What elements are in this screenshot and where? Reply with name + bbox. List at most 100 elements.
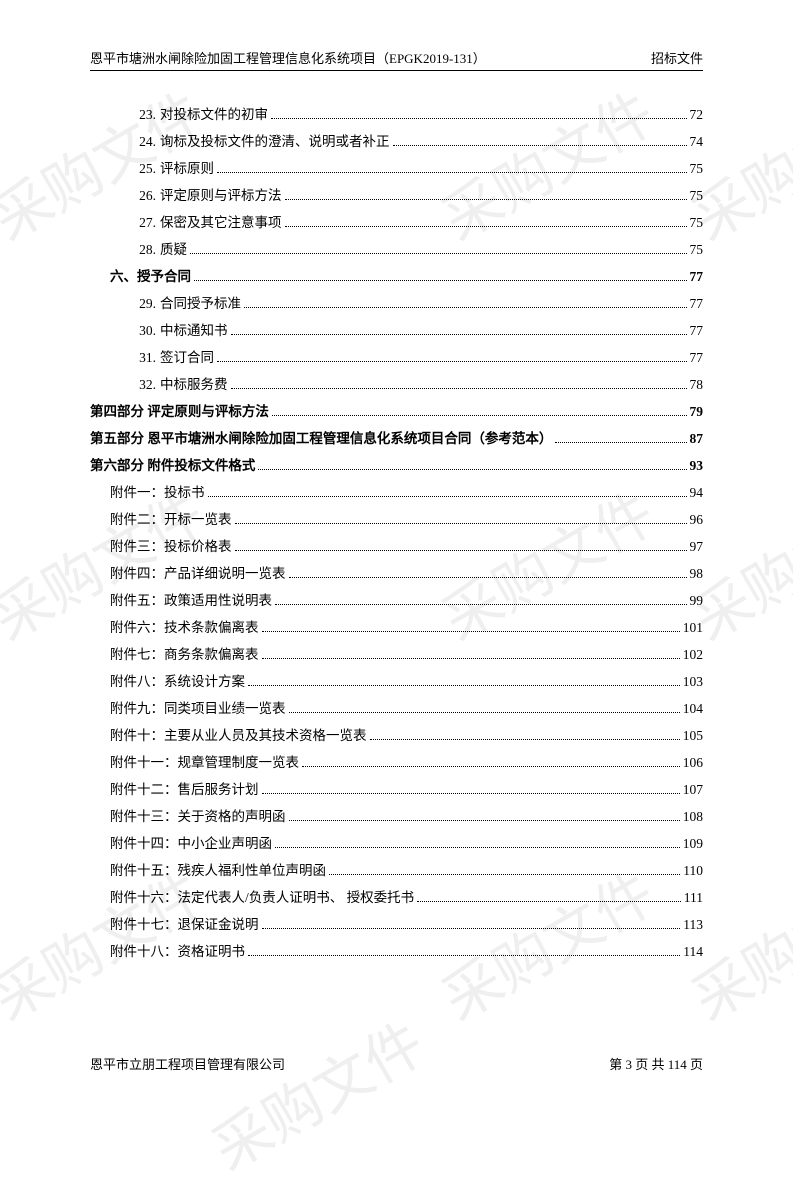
toc-label: 附件十六：法定代表人/负责人证明书、 授权委托书 <box>110 884 414 911</box>
footer-company: 恩平市立朋工程项目管理有限公司 <box>90 1054 285 1073</box>
toc-leader-dots <box>289 820 680 821</box>
toc-label: 质疑 <box>160 236 187 263</box>
toc-leader-dots <box>262 928 681 929</box>
toc-label: 评定原则与评标方法 <box>160 182 282 209</box>
toc-number: 24. <box>136 128 160 155</box>
toc-entry: 附件十：主要从业人员及其技术资格一览表105 <box>90 722 703 749</box>
toc-entry: 26.评定原则与评标方法 75 <box>90 182 703 209</box>
toc-label: 询标及投标文件的澄清、说明或者补正 <box>160 128 390 155</box>
toc-entry: 附件四：产品详细说明一览表 98 <box>90 560 703 587</box>
toc-page-number: 97 <box>690 533 704 560</box>
toc-page-number: 106 <box>683 749 703 776</box>
toc-leader-dots <box>248 955 680 956</box>
toc-page-number: 102 <box>683 641 703 668</box>
toc-leader-dots <box>258 469 686 470</box>
toc-leader-dots <box>262 793 680 794</box>
toc-entry: 附件十四：中小企业声明函109 <box>90 830 703 857</box>
toc-entry: 30.中标通知书77 <box>90 317 703 344</box>
toc-entry: 附件十五：残疾人福利性单位声明函 110 <box>90 857 703 884</box>
toc-leader-dots <box>302 766 680 767</box>
footer-page-number: 第 3 页 共 114 页 <box>609 1054 703 1073</box>
toc-leader-dots <box>194 280 687 281</box>
toc-page-number: 75 <box>690 155 704 182</box>
toc-label: 附件十二：售后服务计划 <box>110 776 259 803</box>
toc-page-number: 105 <box>683 722 703 749</box>
toc-page-number: 93 <box>690 452 704 479</box>
header-title: 恩平市塘洲水闸除险加固工程管理信息化系统项目（EPGK2019-131） <box>90 48 486 67</box>
toc-entry: 六、授予合同77 <box>90 263 703 290</box>
toc-entry: 第四部分 评定原则与评标方法 79 <box>90 398 703 425</box>
toc-leader-dots <box>190 253 687 254</box>
toc-leader-dots <box>555 442 686 443</box>
toc-leader-dots <box>289 577 687 578</box>
toc-page-number: 75 <box>690 236 704 263</box>
toc-page-number: 94 <box>690 479 704 506</box>
toc-entry: 附件八：系统设计方案103 <box>90 668 703 695</box>
toc-label: 签订合同 <box>160 344 214 371</box>
toc-page-number: 113 <box>683 911 703 938</box>
toc-entry: 32.中标服务费78 <box>90 371 703 398</box>
toc-page-number: 75 <box>690 182 704 209</box>
toc-entry: 第五部分 恩平市塘洲水闸除险加固工程管理信息化系统项目合同（参考范本）87 <box>90 425 703 452</box>
toc-label: 对投标文件的初审 <box>160 101 268 128</box>
toc-page-number: 96 <box>690 506 704 533</box>
toc-page-number: 79 <box>690 398 704 425</box>
toc-label: 附件四：产品详细说明一览表 <box>110 560 286 587</box>
toc-page-number: 103 <box>683 668 703 695</box>
toc-number: 27. <box>136 209 160 236</box>
toc-leader-dots <box>417 901 681 902</box>
toc-label: 合同授予标准 <box>160 290 241 317</box>
toc-leader-dots <box>217 361 687 362</box>
toc-label: 附件六：技术条款偏离表 <box>110 614 259 641</box>
toc-page-number: 110 <box>683 857 703 884</box>
toc-label: 附件九：同类项目业绩一览表 <box>110 695 286 722</box>
table-of-contents: 23.对投标文件的初审7224.询标及投标文件的澄清、说明或者补正 74 25.评标… <box>90 101 703 965</box>
toc-leader-dots <box>329 874 680 875</box>
toc-page-number: 111 <box>684 884 703 911</box>
toc-label: 附件十五：残疾人福利性单位声明函 <box>110 857 326 884</box>
toc-page-number: 107 <box>683 776 703 803</box>
toc-page-number: 75 <box>690 209 704 236</box>
toc-label: 第六部分 附件投标文件格式 <box>90 452 255 479</box>
toc-leader-dots <box>272 415 687 416</box>
toc-entry: 附件七：商务条款偏离表102 <box>90 641 703 668</box>
toc-label: 附件十三：关于资格的声明函 <box>110 803 286 830</box>
toc-leader-dots <box>235 550 687 551</box>
toc-entry: 附件十七：退保证金说明 113 <box>90 911 703 938</box>
toc-leader-dots <box>285 199 687 200</box>
toc-entry: 附件一：投标书94 <box>90 479 703 506</box>
toc-leader-dots <box>231 388 687 389</box>
toc-leader-dots <box>231 334 687 335</box>
toc-page-number: 78 <box>690 371 704 398</box>
toc-entry: 附件三：投标价格表 97 <box>90 533 703 560</box>
toc-label: 保密及其它注意事项 <box>160 209 282 236</box>
toc-entry: 附件九：同类项目业绩一览表104 <box>90 695 703 722</box>
toc-page-number: 77 <box>690 344 704 371</box>
toc-leader-dots <box>370 739 680 740</box>
toc-label: 评标原则 <box>160 155 214 182</box>
toc-page-number: 74 <box>690 128 704 155</box>
page-content: 恩平市塘洲水闸除险加固工程管理信息化系统项目（EPGK2019-131） 招标文… <box>0 0 793 1005</box>
toc-label: 中标服务费 <box>160 371 228 398</box>
toc-page-number: 77 <box>690 263 704 290</box>
header-doc-type: 招标文件 <box>651 48 703 67</box>
toc-number: 26. <box>136 182 160 209</box>
toc-label: 第四部分 评定原则与评标方法 <box>90 398 269 425</box>
toc-leader-dots <box>217 172 687 173</box>
toc-page-number: 77 <box>690 317 704 344</box>
toc-leader-dots <box>208 496 687 497</box>
toc-entry: 附件十一：规章管理制度一览表 106 <box>90 749 703 776</box>
toc-page-number: 77 <box>690 290 704 317</box>
toc-label: 附件三：投标价格表 <box>110 533 232 560</box>
toc-label: 中标通知书 <box>160 317 228 344</box>
toc-leader-dots <box>262 658 680 659</box>
toc-entry: 附件十二：售后服务计划 107 <box>90 776 703 803</box>
toc-entry: 附件十六：法定代表人/负责人证明书、 授权委托书 111 <box>90 884 703 911</box>
toc-entry: 29.合同授予标准77 <box>90 290 703 317</box>
toc-entry: 23.对投标文件的初审72 <box>90 101 703 128</box>
toc-page-number: 98 <box>690 560 704 587</box>
toc-number: 25. <box>136 155 160 182</box>
toc-label: 附件十七：退保证金说明 <box>110 911 259 938</box>
toc-label: 附件十一：规章管理制度一览表 <box>110 749 299 776</box>
toc-entry: 附件六：技术条款偏离表101 <box>90 614 703 641</box>
